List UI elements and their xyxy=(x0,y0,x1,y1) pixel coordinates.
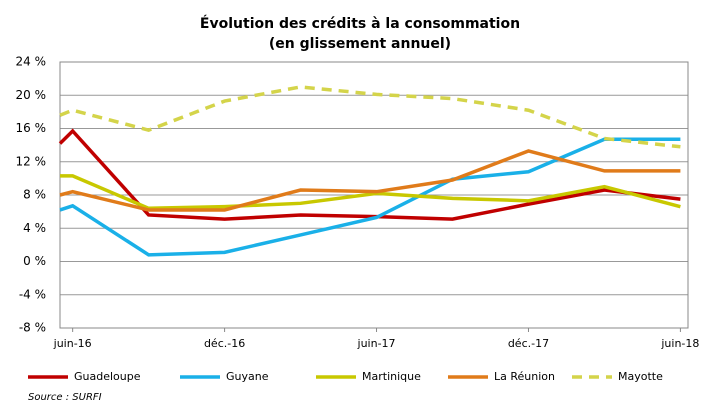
line-series xyxy=(59,85,681,149)
line-series xyxy=(59,137,681,257)
legend-label: Martinique xyxy=(362,370,421,383)
legend-label: Mayotte xyxy=(618,370,663,383)
y-tick-label: 4 % xyxy=(23,221,46,235)
x-tick-label: juin-16 xyxy=(53,337,92,350)
x-tick-label: déc.-16 xyxy=(204,337,245,350)
x-tick-label: juin-17 xyxy=(357,337,396,350)
chart-title: (en glissement annuel) xyxy=(269,36,451,52)
x-tick-label: déc.-17 xyxy=(508,337,549,350)
chart-title: Évolution des crédits à la consommation xyxy=(200,15,520,32)
y-tick-label: 0 % xyxy=(23,254,46,268)
y-tick-label: -8 % xyxy=(19,321,46,335)
source: Source : SURFI xyxy=(28,392,102,403)
y-tick-label: 12 % xyxy=(16,154,47,168)
line-series xyxy=(58,128,681,221)
line-series xyxy=(60,174,681,211)
y-tick-label: 8 % xyxy=(23,188,46,202)
line-series xyxy=(59,149,681,212)
x-tick-label: juin-18 xyxy=(660,337,699,350)
legend-label: Guyane xyxy=(226,370,269,383)
legend-label: La Réunion xyxy=(494,370,555,383)
legend-label: Guadeloupe xyxy=(74,370,141,383)
y-tick-label: 24 % xyxy=(16,55,47,69)
y-tick-label: 16 % xyxy=(16,121,47,135)
y-tick-label: 20 % xyxy=(16,88,47,102)
y-tick-label: -4 % xyxy=(19,287,46,301)
